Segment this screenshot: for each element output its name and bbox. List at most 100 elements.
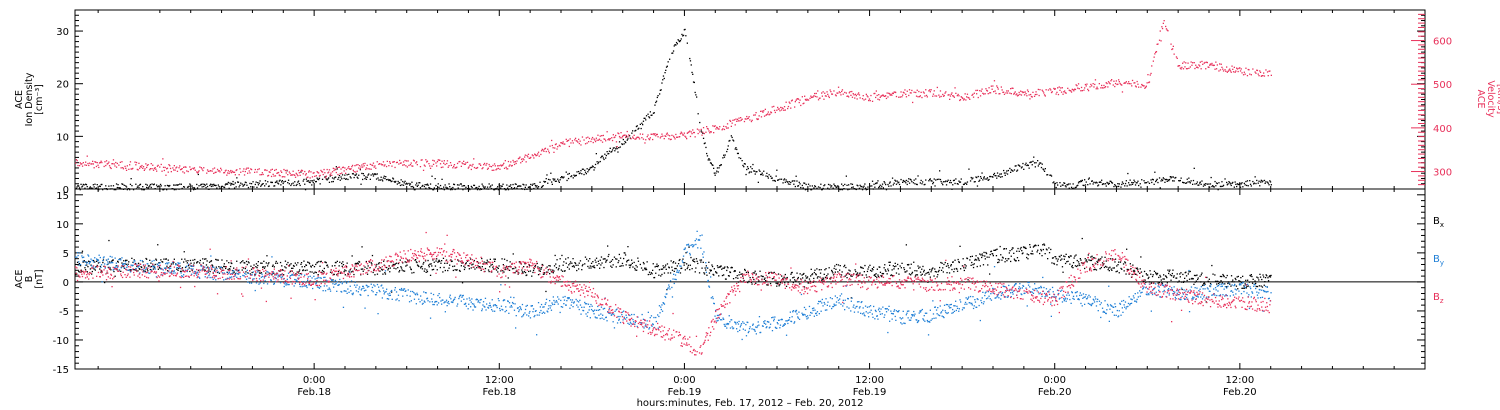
data-point [563,143,565,145]
data-point [394,263,396,265]
data-point [1160,180,1162,182]
data-point [1064,255,1066,258]
data-point [947,94,949,96]
data-point [755,282,757,284]
data-point [977,175,979,178]
data-point [910,179,912,181]
data-point [216,187,218,189]
data-point [716,170,718,172]
data-point [1067,184,1069,186]
data-point [919,266,921,268]
data-point [582,168,584,170]
data-point [229,171,231,173]
data-point [634,269,636,271]
data-point [1089,259,1091,262]
data-point [925,94,928,97]
data-point [416,164,418,166]
data-point [892,184,894,186]
data-point [645,119,647,121]
data-point [426,269,428,271]
data-point [281,171,283,173]
data-point [1095,181,1097,183]
data-point [627,136,629,138]
data-point [879,184,881,186]
data-point [150,163,152,165]
data-point [194,188,196,190]
data-point [1231,182,1233,184]
data-point [126,189,128,191]
data-point [824,276,827,278]
data-point [552,147,554,149]
data-point [673,45,675,47]
data-point [674,138,676,140]
data-point [1100,266,1102,269]
data-point [1155,51,1158,53]
data-point [1231,65,1233,67]
data-point [1204,184,1206,186]
data-point [581,269,583,271]
data-point [920,274,922,276]
data-point [129,189,131,191]
data-point [139,184,141,186]
data-point [247,172,249,174]
data-point [429,187,431,189]
data-point [601,141,604,143]
data-point [984,93,986,95]
data-point [1063,255,1065,257]
data-point [1104,86,1106,89]
data-point [657,265,659,268]
data-point [321,271,323,273]
data-point [1010,255,1012,257]
data-point [549,273,551,275]
data-point [209,276,211,279]
data-point [100,266,102,268]
data-point [159,183,162,186]
data-point [846,277,848,279]
data-point [687,264,690,266]
data-point [137,185,139,187]
data-point [102,259,105,261]
data-point [910,92,912,94]
data-point [277,172,279,174]
data-point [865,93,867,95]
data-point [517,158,520,160]
data-point [291,267,293,269]
data-point [594,167,596,169]
data-point [212,278,214,280]
data-point [119,187,121,189]
data-point [590,140,592,143]
data-point [1162,278,1164,280]
data-point [623,252,625,254]
data-point [75,273,77,276]
data-point [102,261,104,264]
data-point [1071,264,1073,267]
data-point [1159,187,1161,189]
data-point [1148,281,1151,283]
data-point [392,177,394,179]
data-point [165,174,167,176]
data-point [561,176,563,178]
data-point [1215,280,1217,283]
data-point [505,166,507,168]
data-point [736,118,739,120]
data-point [368,168,371,170]
data-point [152,266,155,268]
data-point [979,90,981,92]
data-point [1027,254,1030,256]
data-point [1254,71,1256,73]
data-point [156,186,159,188]
data-point [856,184,858,186]
data-point [305,264,308,266]
data-point [530,183,532,186]
data-point [279,261,282,264]
data-point [770,112,773,114]
data-point [525,184,527,186]
data-point [1226,66,1228,68]
data-point [1141,84,1144,86]
data-point [1144,279,1146,281]
data-point [395,180,397,183]
data-point [1107,183,1110,185]
data-point [689,130,691,132]
data-point [1014,165,1016,167]
data-point [404,180,406,182]
